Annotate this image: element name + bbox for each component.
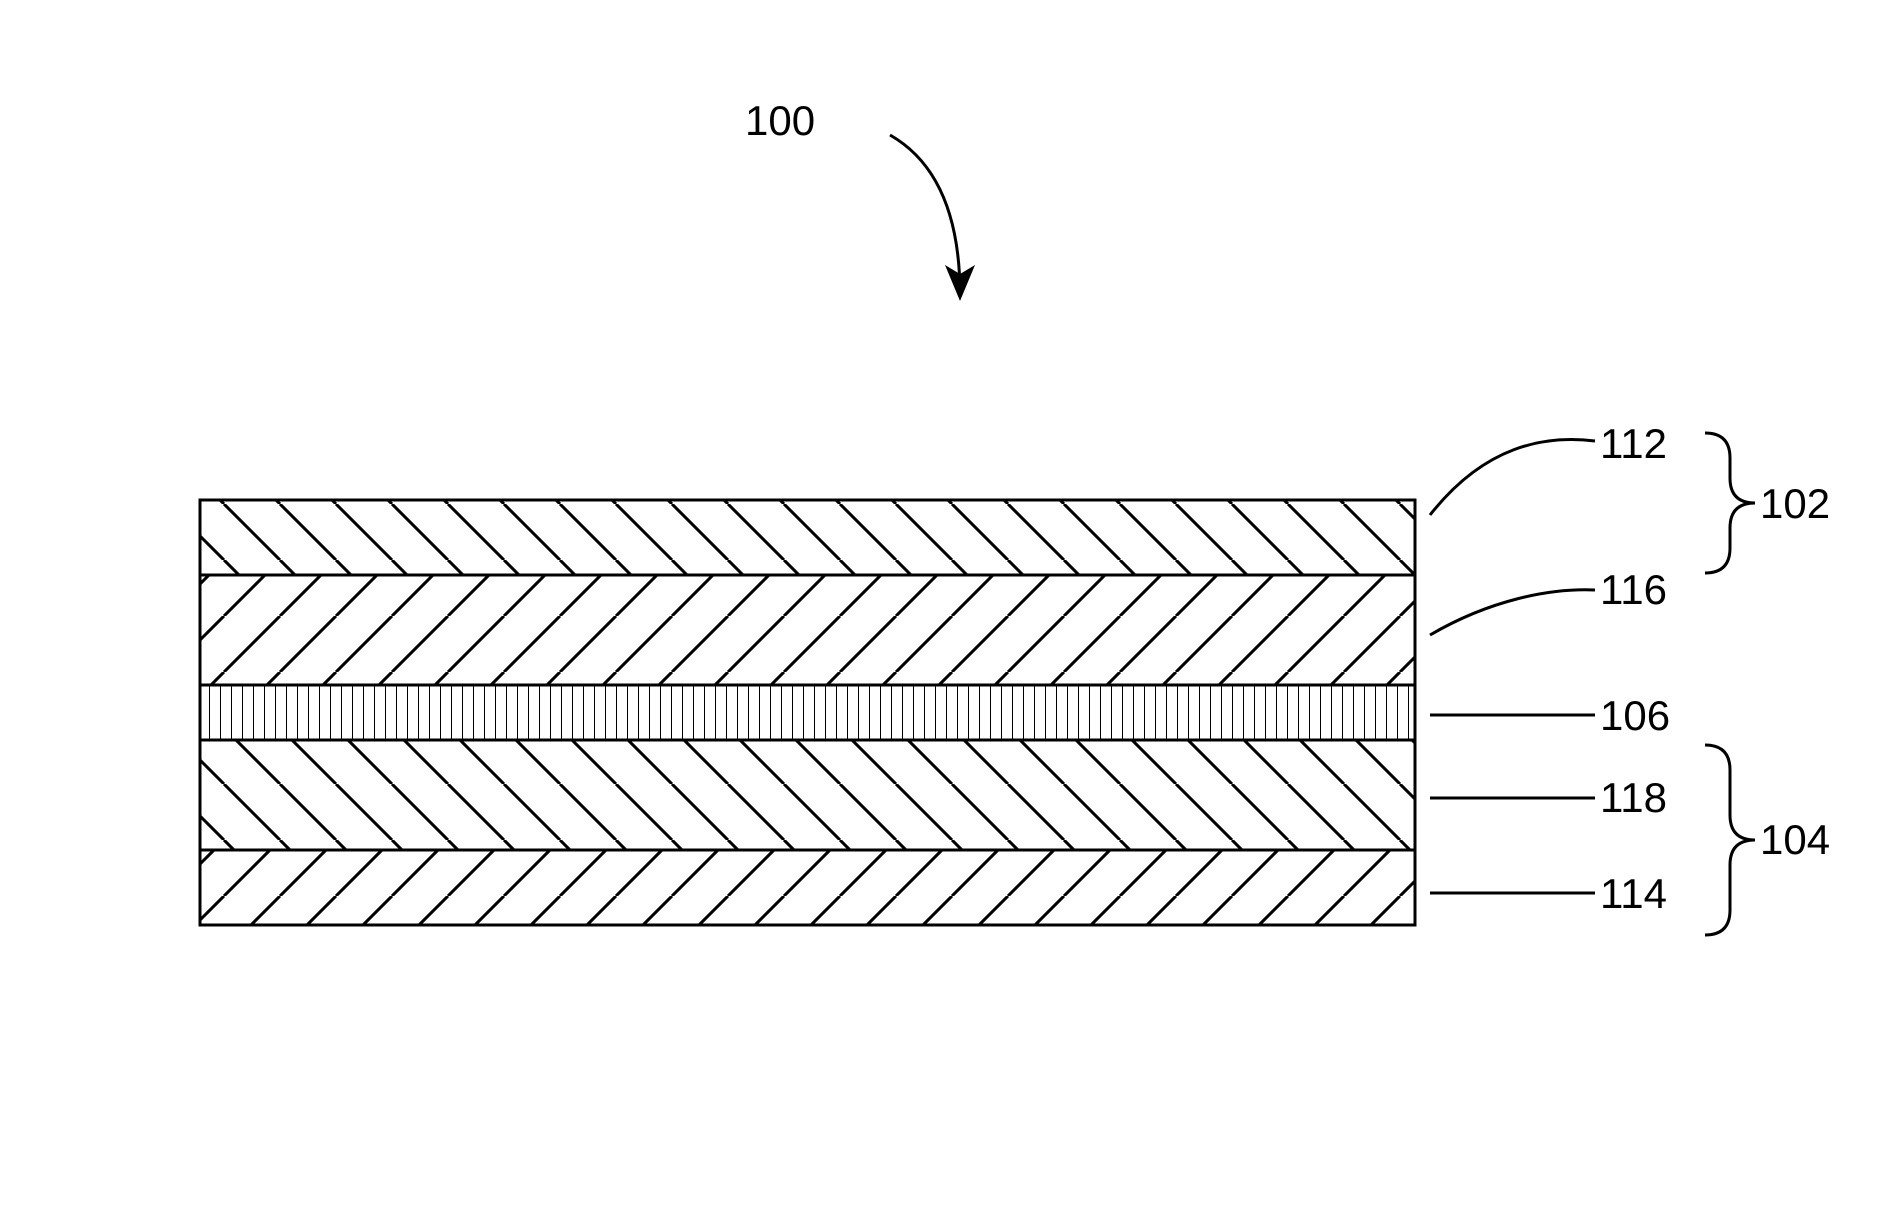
layer-112 [200,500,1415,575]
label-106: 106 [1600,692,1670,739]
label-116: 116 [1600,566,1667,613]
layer-106 [200,685,1415,740]
arrow-100 [890,135,960,295]
label-112: 112 [1600,420,1667,467]
label-100: 100 [745,97,815,144]
label-104: 104 [1760,816,1830,863]
leader-112 [1430,440,1595,515]
brace-102 [1705,433,1755,573]
brace-104 [1705,745,1755,935]
layer-118 [200,740,1415,850]
label-114: 114 [1600,870,1667,917]
layer-114 [200,850,1415,925]
label-118: 118 [1600,774,1667,821]
leader-116 [1430,590,1595,635]
label-102: 102 [1760,480,1830,527]
layer-116 [200,575,1415,685]
